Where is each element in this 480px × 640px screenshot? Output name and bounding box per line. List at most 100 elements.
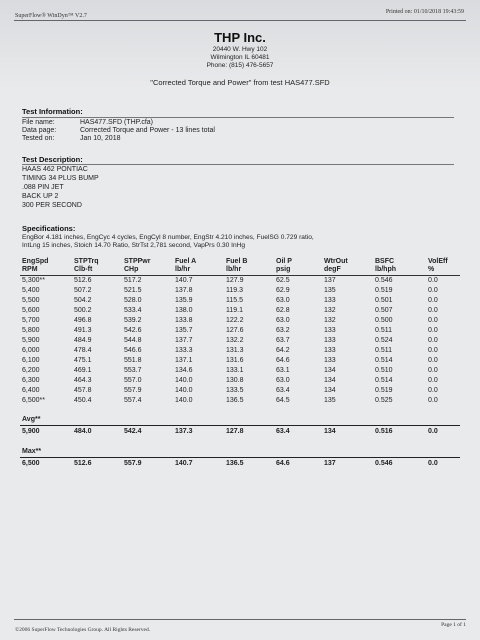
table-cell-vol-eff: 0.0 bbox=[428, 367, 438, 374]
table-cell-power: 528.0 bbox=[124, 297, 142, 304]
table-cell-vol-eff: 0.0 bbox=[428, 387, 438, 394]
company-address-line-2: Wilmington IL 60481 bbox=[210, 54, 270, 61]
max-rpm: 6,500 bbox=[22, 460, 40, 467]
table-cell-torque: 491.3 bbox=[74, 327, 92, 334]
column-header-power: STPPwr bbox=[124, 258, 151, 265]
data-page-value: Corrected Torque and Power - 13 lines to… bbox=[80, 127, 215, 134]
table-cell-fuel-b: 122.2 bbox=[226, 317, 244, 324]
table-cell-power: 521.5 bbox=[124, 287, 142, 294]
avg-rpm: 5,900 bbox=[22, 428, 40, 435]
table-cell-power: 557.9 bbox=[124, 387, 142, 394]
column-unit-oil-p: psig bbox=[276, 266, 291, 273]
table-cell-power: 557.4 bbox=[124, 397, 142, 404]
table-cell-power: 553.7 bbox=[124, 367, 142, 374]
table-cell-oil-p: 63.0 bbox=[276, 377, 290, 384]
max-fuel-a: 140.7 bbox=[175, 460, 193, 467]
table-cell-torque: 475.1 bbox=[74, 357, 92, 364]
avg-label: Avg** bbox=[22, 416, 41, 423]
table-cell-vol-eff: 0.0 bbox=[428, 287, 438, 294]
table-cell-rpm: 5,400 bbox=[22, 287, 40, 294]
table-cell-rpm: 5,700 bbox=[22, 317, 40, 324]
table-cell-fuel-a: 138.0 bbox=[175, 307, 193, 314]
file-name-label: File name: bbox=[22, 119, 55, 126]
table-cell-torque: 450.4 bbox=[74, 397, 92, 404]
table-cell-vol-eff: 0.0 bbox=[428, 347, 438, 354]
table-cell-vol-eff: 0.0 bbox=[428, 327, 438, 334]
table-cell-torque: 478.4 bbox=[74, 347, 92, 354]
table-cell-water-out: 135 bbox=[324, 397, 336, 404]
table-cell-bsfc: 0.546 bbox=[375, 277, 393, 284]
column-header-vol-eff: VolEff bbox=[428, 258, 448, 265]
company-phone: Phone: (815) 476-5657 bbox=[206, 62, 274, 69]
table-cell-fuel-a: 133.3 bbox=[175, 347, 193, 354]
table-cell-power: 546.6 bbox=[124, 347, 142, 354]
table-cell-fuel-a: 140.0 bbox=[175, 377, 193, 384]
table-cell-rpm: 6,500** bbox=[22, 397, 45, 404]
table-cell-bsfc: 0.500 bbox=[375, 317, 393, 324]
table-cell-water-out: 134 bbox=[324, 367, 336, 374]
test-info-heading: Test Information: bbox=[22, 107, 83, 116]
desc-line: TIMING 34 PLUS BUMP bbox=[22, 175, 99, 182]
table-cell-torque: 484.9 bbox=[74, 337, 92, 344]
test-desc-heading: Test Description: bbox=[22, 155, 83, 164]
table-cell-fuel-a: 137.7 bbox=[175, 337, 193, 344]
table-cell-oil-p: 62.5 bbox=[276, 277, 290, 284]
table-cell-water-out: 133 bbox=[324, 357, 336, 364]
column-header-fuel-a: Fuel A bbox=[175, 258, 197, 265]
table-cell-oil-p: 63.7 bbox=[276, 337, 290, 344]
max-power: 557.9 bbox=[124, 460, 142, 467]
tested-on-label: Tested on: bbox=[22, 135, 55, 142]
table-cell-oil-p: 64.5 bbox=[276, 397, 290, 404]
table-cell-rpm: 6,200 bbox=[22, 367, 40, 374]
max-torque: 512.6 bbox=[74, 460, 92, 467]
table-cell-torque: 507.2 bbox=[74, 287, 92, 294]
table-cell-fuel-a: 135.7 bbox=[175, 327, 193, 334]
table-cell-rpm: 6,300 bbox=[22, 377, 40, 384]
table-cell-oil-p: 64.6 bbox=[276, 357, 290, 364]
max-fuel-b: 136.5 bbox=[226, 460, 244, 467]
table-cell-power: 533.4 bbox=[124, 307, 142, 314]
table-cell-oil-p: 63.2 bbox=[276, 327, 290, 334]
avg-torque: 484.0 bbox=[74, 428, 92, 435]
desc-line: .088 PIN JET bbox=[22, 184, 64, 191]
table-cell-vol-eff: 0.0 bbox=[428, 317, 438, 324]
table-cell-rpm: 5,500 bbox=[22, 297, 40, 304]
specs-heading: Specifications: bbox=[22, 224, 76, 233]
table-cell-water-out: 137 bbox=[324, 277, 336, 284]
table-cell-vol-eff: 0.0 bbox=[428, 277, 438, 284]
table-cell-water-out: 134 bbox=[324, 387, 336, 394]
table-cell-fuel-b: 131.3 bbox=[226, 347, 244, 354]
table-cell-water-out: 134 bbox=[324, 377, 336, 384]
test-info-rule bbox=[22, 117, 454, 118]
test-desc-rule bbox=[22, 164, 454, 165]
tested-on-value: Jan 10, 2018 bbox=[80, 135, 121, 142]
printed-timestamp: Printed on: 01/10/2018 19:43:59 bbox=[385, 9, 464, 15]
table-cell-fuel-b: 133.5 bbox=[226, 387, 244, 394]
table-cell-oil-p: 62.9 bbox=[276, 287, 290, 294]
paper-shadow bbox=[0, 0, 480, 90]
column-header-fuel-b: Fuel B bbox=[226, 258, 248, 265]
table-cell-fuel-a: 137.8 bbox=[175, 287, 193, 294]
max-rule bbox=[20, 457, 460, 458]
avg-bsfc: 0.516 bbox=[375, 428, 393, 435]
column-header-torque: STPTrq bbox=[74, 258, 99, 265]
table-cell-power: 557.0 bbox=[124, 377, 142, 384]
table-cell-vol-eff: 0.0 bbox=[428, 297, 438, 304]
table-cell-fuel-b: 133.1 bbox=[226, 367, 244, 374]
max-water-out: 137 bbox=[324, 460, 336, 467]
table-cell-bsfc: 0.511 bbox=[375, 327, 392, 334]
table-cell-fuel-b: 127.9 bbox=[226, 277, 244, 284]
table-cell-fuel-b: 127.6 bbox=[226, 327, 244, 334]
table-cell-vol-eff: 0.0 bbox=[428, 357, 438, 364]
company-name: THP Inc. bbox=[214, 30, 266, 45]
desc-line: HAAS 462 PONTIAC bbox=[22, 166, 88, 173]
table-cell-oil-p: 62.8 bbox=[276, 307, 290, 314]
header-rule bbox=[20, 275, 460, 276]
table-cell-bsfc: 0.501 bbox=[375, 297, 393, 304]
table-cell-oil-p: 63.0 bbox=[276, 317, 290, 324]
table-cell-power: 542.6 bbox=[124, 327, 142, 334]
max-oil-p: 64.6 bbox=[276, 460, 290, 467]
desc-line: 300 PER SECOND bbox=[22, 202, 82, 209]
table-cell-oil-p: 64.2 bbox=[276, 347, 290, 354]
column-unit-fuel-a: lb/hr bbox=[175, 266, 191, 273]
